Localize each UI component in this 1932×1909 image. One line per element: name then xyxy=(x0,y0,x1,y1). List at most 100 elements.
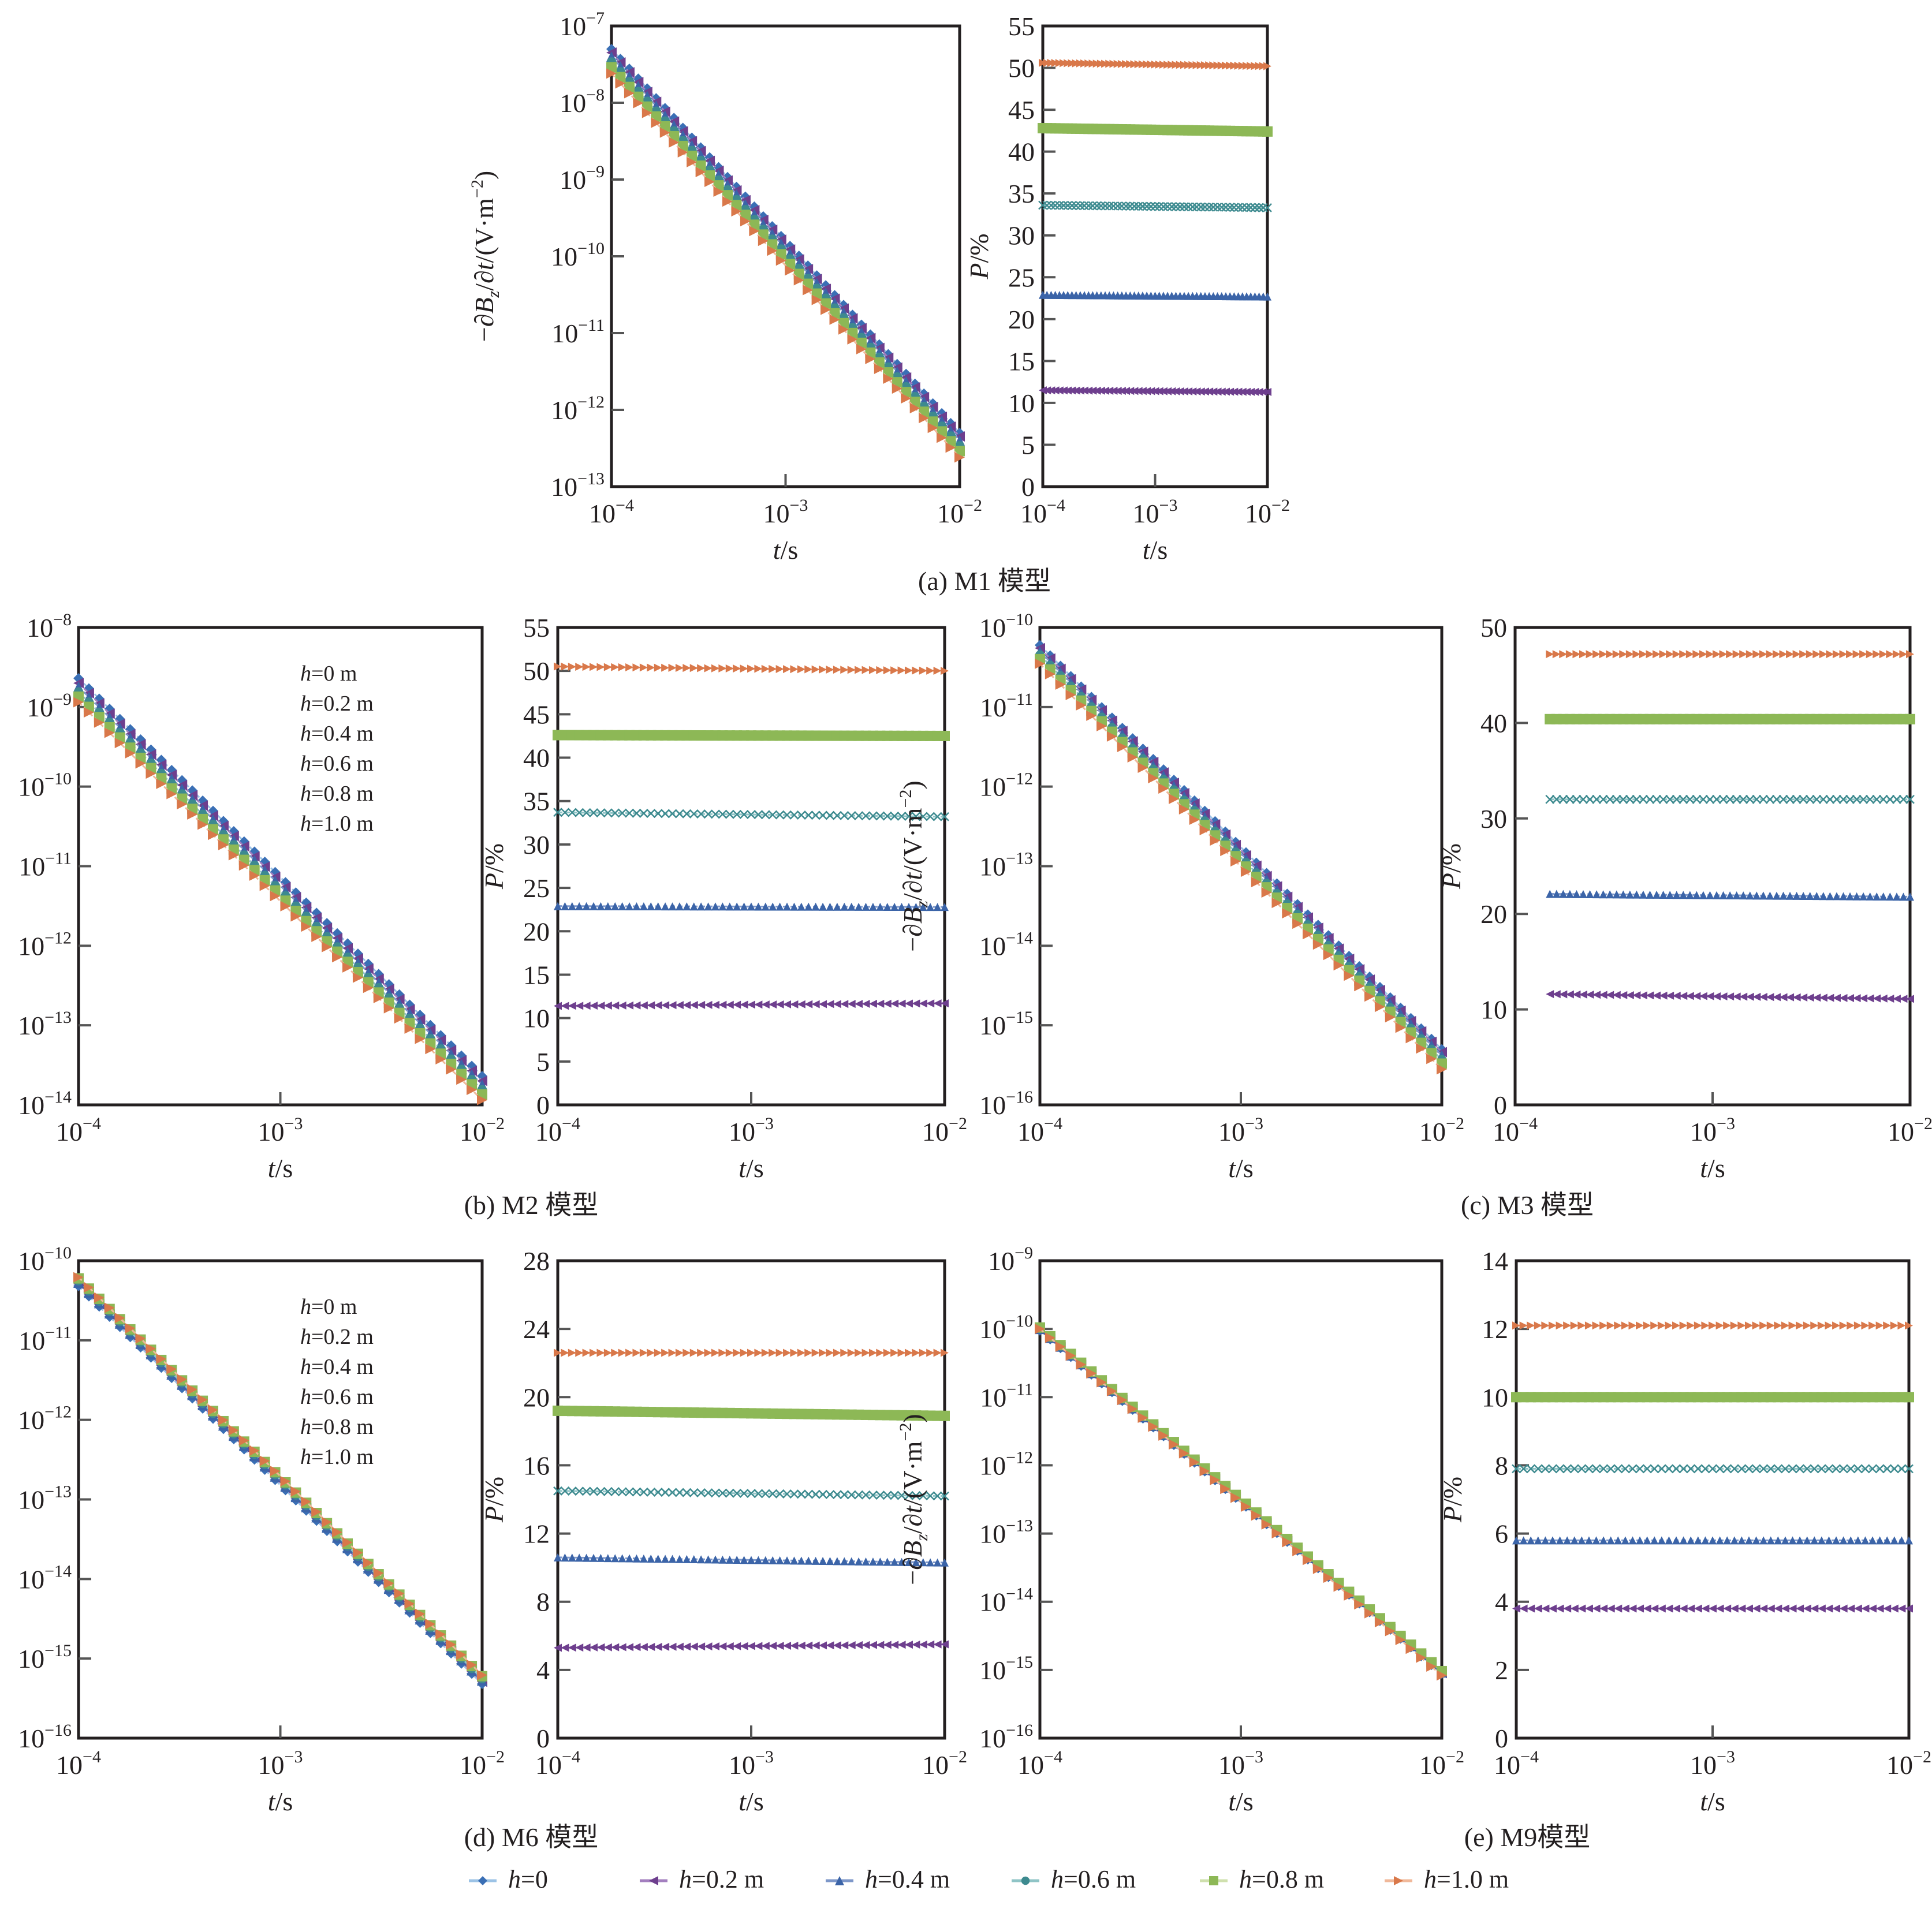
data-point xyxy=(1437,1064,1447,1075)
data-point xyxy=(1592,890,1601,899)
data-point xyxy=(1196,61,1205,69)
data-point xyxy=(1715,1536,1724,1545)
data-point xyxy=(1653,650,1661,659)
x-tick-label: 10−2 xyxy=(1419,1114,1464,1146)
data-point xyxy=(1772,891,1781,900)
data-point xyxy=(840,1000,849,1008)
data-point xyxy=(1666,650,1674,659)
data-point xyxy=(1839,650,1848,659)
x-tick-label: 10−4 xyxy=(1017,1114,1062,1146)
data-point xyxy=(1189,1457,1200,1468)
data-point xyxy=(1205,387,1214,396)
data-point xyxy=(1552,890,1561,898)
data-point xyxy=(1847,1604,1855,1613)
data-point xyxy=(603,1002,612,1010)
data-point xyxy=(1577,1604,1586,1613)
x-tick-label: 10−3 xyxy=(1218,1114,1263,1146)
data-point xyxy=(1613,1464,1623,1474)
data-point xyxy=(1599,1464,1608,1474)
data-point xyxy=(1242,203,1251,212)
y-tick-label: 10−10 xyxy=(979,1312,1033,1344)
data-point xyxy=(639,902,648,911)
data-point xyxy=(1250,203,1260,212)
data-point xyxy=(1426,1054,1437,1064)
data-point xyxy=(1772,794,1781,804)
data-point xyxy=(1541,1536,1550,1545)
y-tick-label: 15 xyxy=(523,960,550,989)
data-point xyxy=(912,1348,920,1357)
data-point xyxy=(73,697,84,708)
data-point xyxy=(568,1002,576,1010)
data-point xyxy=(606,68,617,79)
data-point xyxy=(747,1000,755,1009)
data-point xyxy=(926,1558,935,1567)
data-point xyxy=(1657,1536,1666,1545)
data-point xyxy=(1213,387,1222,396)
data-point xyxy=(754,1642,763,1650)
data-point xyxy=(747,1556,755,1564)
data-point xyxy=(811,1489,820,1499)
data-point xyxy=(1619,991,1628,999)
data-point xyxy=(804,1489,814,1499)
data-point xyxy=(477,1094,487,1105)
data-point xyxy=(1788,1321,1797,1330)
data-point xyxy=(1312,1563,1323,1574)
data-point xyxy=(733,1000,741,1009)
data-point xyxy=(1766,1604,1775,1613)
data-point xyxy=(590,1553,598,1562)
data-point xyxy=(1642,1464,1652,1474)
data-point xyxy=(1126,60,1135,69)
data-point xyxy=(1055,59,1064,68)
data-point xyxy=(425,1044,436,1055)
data-point xyxy=(1705,794,1715,804)
data-point xyxy=(1189,815,1200,825)
data-point xyxy=(1635,1464,1644,1474)
data-point xyxy=(610,1487,620,1496)
data-point xyxy=(697,1000,706,1009)
data-point xyxy=(846,811,856,820)
data-point xyxy=(854,1490,863,1500)
data-point xyxy=(1113,201,1122,211)
data-point xyxy=(1657,1321,1666,1330)
data-point xyxy=(861,1490,871,1500)
data-point xyxy=(829,314,840,325)
data-point xyxy=(740,216,751,227)
data-point xyxy=(1385,1012,1396,1023)
data-point xyxy=(1312,939,1323,950)
data-point xyxy=(1636,1536,1644,1545)
data-point xyxy=(1063,201,1073,210)
data-point xyxy=(1271,1528,1282,1539)
data-point xyxy=(1092,201,1102,211)
y-tick-label: 40 xyxy=(523,744,550,773)
y-tick-label: 40 xyxy=(1480,708,1507,738)
data-point xyxy=(919,666,927,675)
y-tick-label: 4 xyxy=(536,1656,550,1685)
data-point xyxy=(1792,993,1801,1002)
data-point xyxy=(1878,794,1888,804)
data-point xyxy=(897,1557,906,1566)
data-point xyxy=(1168,387,1176,395)
data-point xyxy=(1344,970,1355,981)
data-point xyxy=(1632,991,1641,1000)
data-point xyxy=(1897,1321,1906,1330)
data-point xyxy=(1625,650,1634,659)
data-point xyxy=(897,666,906,675)
data-point xyxy=(1739,992,1748,1001)
data-point xyxy=(625,1554,634,1563)
data-point xyxy=(675,1642,684,1651)
data-point xyxy=(1039,58,1047,67)
data-point xyxy=(156,1353,167,1364)
data-point xyxy=(861,999,870,1008)
data-point xyxy=(718,902,727,911)
series-h-0.2-m xyxy=(554,1640,949,1652)
y-tick-label: 5 xyxy=(1021,430,1035,459)
y-tick-label: 45 xyxy=(523,700,550,729)
data-point xyxy=(1533,1464,1543,1474)
data-point xyxy=(1866,650,1874,659)
data-point xyxy=(1766,650,1774,659)
data-point xyxy=(811,1348,820,1357)
legend-label: h=0 xyxy=(508,1865,548,1893)
data-point xyxy=(718,1348,727,1357)
